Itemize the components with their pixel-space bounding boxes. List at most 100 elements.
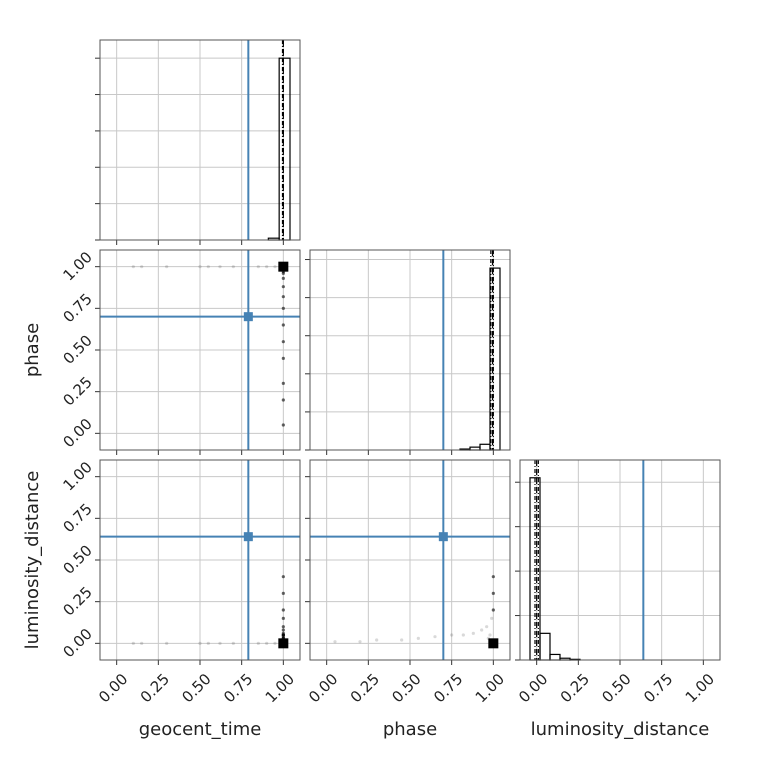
x-tick-label: 0.50 bbox=[178, 670, 214, 706]
hist-bar bbox=[549, 653, 561, 661]
sample-point bbox=[281, 340, 285, 344]
sample-point bbox=[206, 641, 210, 645]
sample-point bbox=[131, 641, 135, 645]
y-axis-label: phase bbox=[22, 323, 43, 377]
sample-point bbox=[281, 628, 285, 632]
max-point bbox=[278, 638, 289, 649]
max-point bbox=[488, 638, 499, 649]
sample-point bbox=[488, 633, 492, 637]
y-tick-label: 0.50 bbox=[59, 541, 95, 577]
sample-point bbox=[265, 265, 269, 269]
y-tick-label: 0.25 bbox=[59, 583, 95, 619]
sample-point bbox=[165, 641, 169, 645]
sample-point bbox=[218, 265, 222, 269]
sample-point bbox=[256, 265, 260, 269]
y-tick-label: 0.75 bbox=[59, 290, 95, 326]
y-tick-label: 0.00 bbox=[59, 415, 95, 451]
x-tick-label: 0.50 bbox=[598, 670, 634, 706]
truth-point bbox=[243, 312, 253, 322]
sample-point bbox=[480, 628, 484, 632]
sample-point bbox=[281, 323, 285, 327]
panel-frame bbox=[519, 459, 721, 661]
sample-point bbox=[416, 636, 420, 640]
sample-point bbox=[433, 635, 437, 639]
sample-point bbox=[375, 638, 379, 642]
sample-point bbox=[400, 638, 404, 642]
hist-bar bbox=[489, 267, 501, 451]
y-tick-label: 0.50 bbox=[59, 331, 95, 367]
sample-point bbox=[491, 608, 495, 612]
sample-point bbox=[273, 641, 277, 645]
sample-point bbox=[281, 276, 285, 280]
sample-point bbox=[281, 575, 285, 579]
max-point bbox=[278, 261, 289, 272]
x-tick-label: 0.00 bbox=[95, 670, 131, 706]
sample-point bbox=[206, 265, 210, 269]
sample-point bbox=[461, 633, 465, 637]
truth-point bbox=[243, 532, 253, 542]
panel-frame bbox=[99, 459, 301, 661]
sample-point bbox=[198, 641, 202, 645]
x-tick-label: 1.00 bbox=[262, 670, 298, 706]
y-tick-label: 0.75 bbox=[59, 500, 95, 536]
y-tick-label: 0.25 bbox=[59, 373, 95, 409]
sample-point bbox=[256, 641, 260, 645]
x-tick-label: 0.75 bbox=[640, 670, 676, 706]
sample-point bbox=[281, 591, 285, 595]
sample-point bbox=[281, 616, 285, 620]
sample-point bbox=[281, 633, 285, 637]
sample-point bbox=[281, 306, 285, 310]
y-tick-label: 1.00 bbox=[59, 248, 95, 284]
sample-point bbox=[491, 591, 495, 595]
sample-point bbox=[281, 625, 285, 629]
x-tick-label: 0.00 bbox=[305, 670, 341, 706]
sample-point bbox=[231, 641, 235, 645]
sample-point bbox=[165, 265, 169, 269]
panel-frame bbox=[99, 39, 301, 241]
hist-bar bbox=[479, 443, 491, 451]
sample-point bbox=[140, 265, 144, 269]
x-tick-label: 1.00 bbox=[682, 670, 718, 706]
x-tick-label: 0.75 bbox=[220, 670, 256, 706]
truth-point bbox=[438, 532, 448, 542]
sample-point bbox=[491, 575, 495, 579]
y-tick-label: 1.00 bbox=[59, 458, 95, 494]
sample-point bbox=[281, 381, 285, 385]
sample-point bbox=[490, 616, 494, 620]
x-axis-label: phase bbox=[383, 719, 437, 740]
sample-point bbox=[281, 398, 285, 402]
sample-point bbox=[265, 641, 269, 645]
sample-point bbox=[131, 265, 135, 269]
sample-point bbox=[198, 265, 202, 269]
sample-point bbox=[281, 608, 285, 612]
sample-point bbox=[281, 423, 285, 427]
x-tick-label: 0.25 bbox=[347, 670, 383, 706]
panel-frame bbox=[309, 249, 511, 451]
panel-frame bbox=[99, 249, 301, 451]
sample-point bbox=[281, 285, 285, 289]
x-tick-label: 0.25 bbox=[137, 670, 173, 706]
x-axis-label: geocent_time bbox=[139, 719, 262, 740]
sample-point bbox=[140, 641, 144, 645]
x-tick-label: 0.50 bbox=[388, 670, 424, 706]
x-tick-label: 0.25 bbox=[557, 670, 593, 706]
x-tick-label: 0.75 bbox=[430, 670, 466, 706]
sample-point bbox=[281, 356, 285, 360]
sample-point bbox=[333, 640, 337, 644]
sample-point bbox=[273, 265, 277, 269]
sample-point bbox=[450, 633, 454, 637]
sample-point bbox=[358, 640, 362, 644]
y-tick-label: 0.00 bbox=[59, 625, 95, 661]
x-tick-label: 1.00 bbox=[472, 670, 508, 706]
x-tick-label: 0.00 bbox=[515, 670, 551, 706]
sample-point bbox=[218, 641, 222, 645]
sample-point bbox=[471, 631, 475, 635]
x-axis-label: luminosity_distance bbox=[531, 719, 710, 740]
hist-bar bbox=[539, 632, 551, 661]
sample-point bbox=[231, 265, 235, 269]
sample-point bbox=[485, 625, 489, 629]
hist-bar bbox=[278, 57, 291, 241]
y-axis-label: luminosity_distance bbox=[22, 471, 43, 650]
panel-frame bbox=[309, 459, 511, 661]
